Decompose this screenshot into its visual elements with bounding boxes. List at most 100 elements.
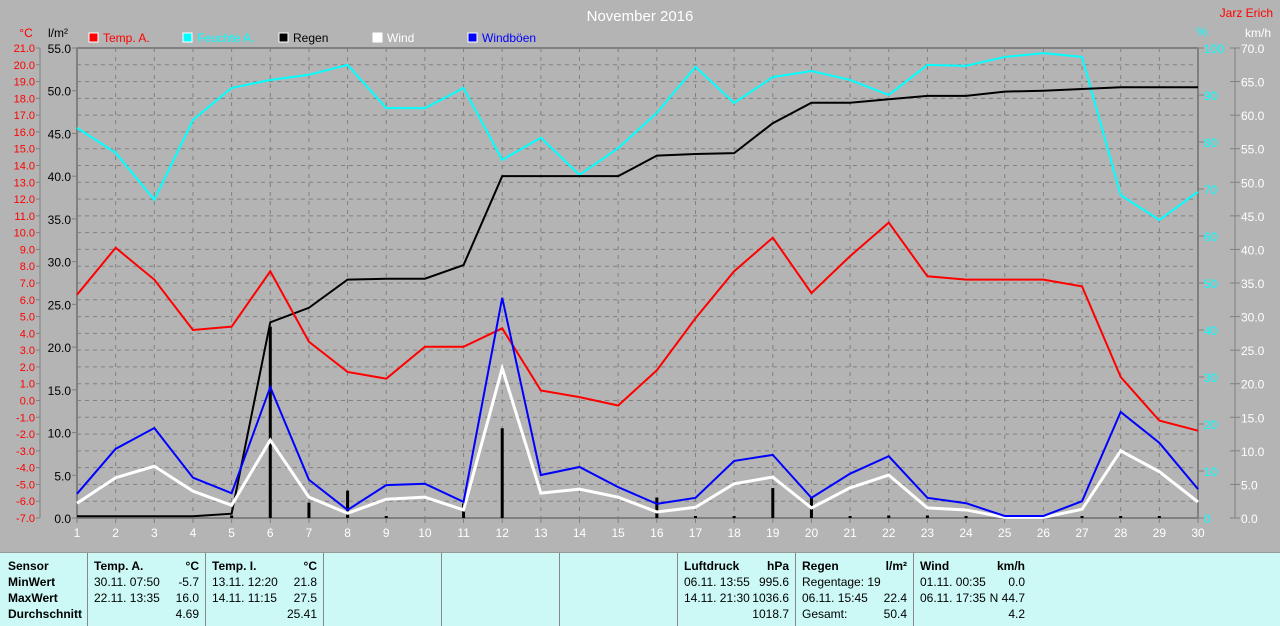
humidity-tick-label: 90 [1204,89,1218,103]
x-tick-label: 20 [805,526,819,540]
temp-tick-label: 20.0 [14,60,35,72]
empty-column [323,553,441,626]
rain-daily-bar [771,488,775,518]
temp-tick-label: 16.0 [14,127,35,139]
x-tick-label: 21 [843,526,857,540]
tempI-unit: °C [303,559,317,573]
regen-line [77,86,1198,518]
temp-axis-unit: °C [19,26,33,40]
rain-daily-bar [230,515,234,518]
tempA-value: 16.0 [175,591,199,605]
wind-tick-label: 60.0 [1241,109,1265,123]
temp-tick-label: 4.0 [20,328,35,340]
rain-tick-label: 20.0 [48,341,72,355]
temp-tick-label: -4.0 [16,463,35,475]
rain-tick-label: 5.0 [54,469,71,483]
wind-value: 0.0 [1008,575,1025,589]
luftdruck-date: 06.11. 13:55 [684,575,750,589]
rain-tick-label: 35.0 [48,213,72,227]
temp-tick-label: 13.0 [14,177,35,189]
rain-daily-bar [307,502,311,518]
rain-tick-label: 0.0 [54,512,71,526]
x-tick-label: 12 [496,526,510,540]
durchschnitt-label: Durchschnitt [8,607,83,621]
humidity-axis-unit: % [1197,25,1208,39]
temp-tick-label: 3.0 [20,345,35,357]
temp-tick-label: 14.0 [14,161,35,173]
rain-tick-label: 10.0 [48,427,72,441]
x-tick-label: 22 [882,526,896,540]
x-tick-label: 10 [418,526,432,540]
wind-value: N 44.7 [989,591,1025,605]
temp-tick-label: 2.0 [20,362,35,374]
rain-tick-label: 55.0 [48,42,72,56]
luftdruck-date: 14.11. 21:30 [684,591,750,605]
x-tick-label: 9 [383,526,390,540]
rain-tick-label: 45.0 [48,127,72,141]
wind-tick-label: 20.0 [1241,378,1265,392]
temp-tick-label: 9.0 [20,244,35,256]
temp-tick-label: 5.0 [20,312,35,324]
wind-tick-label: 0.0 [1241,512,1258,526]
temp-tick-label: -7.0 [16,513,35,525]
wind-header: Wind [920,559,950,573]
x-tick-label: 15 [611,526,625,540]
x-tick-label: 1 [74,526,81,540]
tempA-date: 30.11. 07:50 [94,575,160,589]
temp-tick-label: 8.0 [20,261,35,273]
x-tick-label: 11 [457,526,470,540]
regen-date: Gesamt: [802,607,848,621]
temp-tick-label: 0.0 [20,396,35,408]
tempI-value: 25.41 [286,607,317,621]
humidity-tick-label: 100 [1204,42,1224,56]
x-tick-label: 5 [228,526,235,540]
rain-tick-label: 40.0 [48,170,72,184]
temp-tick-label: 21.0 [14,43,35,55]
rain-daily-bar [500,428,504,518]
regen-value: 22.4 [883,591,907,605]
legend-item: Temp. A. [103,31,150,45]
regen-date: Regentage: 19 [802,575,881,589]
windb-en-line [76,297,1199,517]
wind-tick-label: 5.0 [1241,478,1258,492]
temp-tick-label: 18.0 [14,93,35,105]
rain-daily-bar [384,516,388,518]
humidity-tick-label: 50 [1204,277,1218,291]
wind-axis-unit: km/h [1245,26,1271,40]
temp-tick-label: 12.0 [14,194,35,206]
rain-daily-bar [1080,516,1084,518]
temp-tick-label: 1.0 [20,379,35,391]
temp-tick-label: 17.0 [14,110,35,122]
x-tick-label: 24 [959,526,973,540]
wind-tick-label: 30.0 [1241,311,1265,325]
regen-date: 06.11. 15:45 [802,591,868,605]
wind-tick-label: 65.0 [1241,76,1265,90]
x-tick-label: 8 [344,526,351,540]
wind-tick-label: 50.0 [1241,176,1265,190]
legend-swatch [467,32,478,43]
wind-date: 06.11. 17:35 [920,591,986,605]
regen-column: Regen l/m² Regentage: 19 06.11. 15:45 22.4 Ge… [795,553,913,626]
x-tick-label: 3 [151,526,158,540]
legend-swatch [88,32,99,43]
legend-item: Windböen [482,31,536,45]
wind-line [76,362,1199,519]
rain-daily-bar [268,326,272,518]
wind-value: 4.2 [1008,607,1025,621]
wind-unit: km/h [996,559,1025,573]
x-tick-label: 17 [689,526,703,540]
rain-daily-bar [732,516,736,518]
rain-tick-label: 25.0 [48,298,72,312]
weather-chart: November 2016 Jarz Erich Temp. A. Feuchte A… [14,6,1273,540]
humidity-tick-label: 60 [1204,230,1218,244]
legend-swatch [278,32,289,43]
rain-daily-bar [964,516,968,518]
humidity-tick-label: 40 [1204,324,1218,338]
rain-tick-label: 15.0 [48,384,72,398]
luftdruck-value: 1018.7 [752,607,789,621]
temp-tick-label: -3.0 [16,446,35,458]
x-tick-label: 30 [1191,526,1205,540]
x-tick-label: 29 [1153,526,1167,540]
temp-tick-label: -6.0 [16,496,35,508]
regen-unit: l/m² [885,559,907,573]
